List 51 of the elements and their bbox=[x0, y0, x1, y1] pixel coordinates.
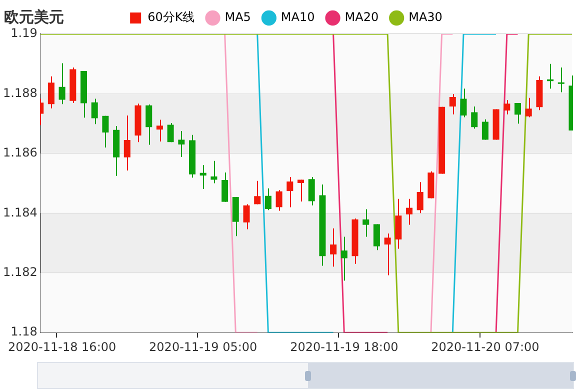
candlestick bbox=[395, 198, 402, 250]
candlestick bbox=[200, 164, 206, 190]
y-tick-label: 1.184 bbox=[2, 205, 38, 220]
y-tick-label: 1.188 bbox=[2, 86, 38, 100]
candlestick bbox=[243, 204, 250, 230]
legend-label: 60分K线 bbox=[148, 10, 195, 24]
candlestick bbox=[416, 182, 424, 214]
candlestick bbox=[330, 228, 337, 268]
candlestick bbox=[514, 102, 522, 124]
candlestick bbox=[48, 76, 54, 109]
candlestick bbox=[167, 122, 174, 143]
candlestick bbox=[308, 176, 315, 206]
candlestick bbox=[102, 115, 109, 148]
candlestick bbox=[210, 160, 218, 184]
candlestick bbox=[460, 88, 467, 118]
chart-title: 欧元美元 bbox=[4, 8, 64, 27]
candlestick bbox=[362, 208, 370, 238]
candlestick bbox=[146, 104, 152, 146]
candlestick bbox=[558, 66, 564, 93]
candlestick bbox=[58, 62, 66, 105]
candlestick bbox=[384, 232, 391, 276]
candlestick bbox=[340, 236, 348, 282]
candlestick bbox=[254, 180, 261, 205]
legend-label: MA30 bbox=[408, 10, 442, 24]
candlestick bbox=[276, 190, 282, 212]
legend-label: MA5 bbox=[224, 10, 251, 24]
candlestick bbox=[482, 118, 488, 140]
x-tick-label: 2020-11-19 18:00 bbox=[290, 340, 398, 354]
candlestick bbox=[525, 97, 532, 118]
y-tick-label: 1.19 bbox=[10, 26, 38, 40]
y-tick-label: 1.18 bbox=[10, 324, 38, 339]
legend-label: MA10 bbox=[280, 10, 315, 24]
candlestick bbox=[156, 119, 163, 142]
legend-label: MA20 bbox=[344, 10, 379, 24]
y-tick-label: 1.182 bbox=[2, 265, 38, 280]
candlestick bbox=[286, 176, 294, 208]
candlestick bbox=[504, 99, 510, 115]
candlestick bbox=[471, 106, 478, 130]
x-tick-label: 2020-11-20 07:00 bbox=[431, 340, 540, 354]
candlestick bbox=[178, 130, 185, 158]
x-tick-label: 2020-11-18 16:00 bbox=[8, 340, 116, 354]
candlestick bbox=[406, 198, 413, 226]
candlestick bbox=[91, 98, 98, 125]
candlestick bbox=[264, 188, 272, 211]
candlestick bbox=[297, 179, 304, 202]
candlestick bbox=[373, 224, 380, 251]
candlestick bbox=[124, 115, 130, 171]
x-tick-label: 2020-11-19 05:00 bbox=[149, 340, 258, 354]
y-tick-label: 1.186 bbox=[2, 146, 38, 160]
candlestick bbox=[222, 172, 228, 202]
candlestick bbox=[449, 94, 456, 115]
